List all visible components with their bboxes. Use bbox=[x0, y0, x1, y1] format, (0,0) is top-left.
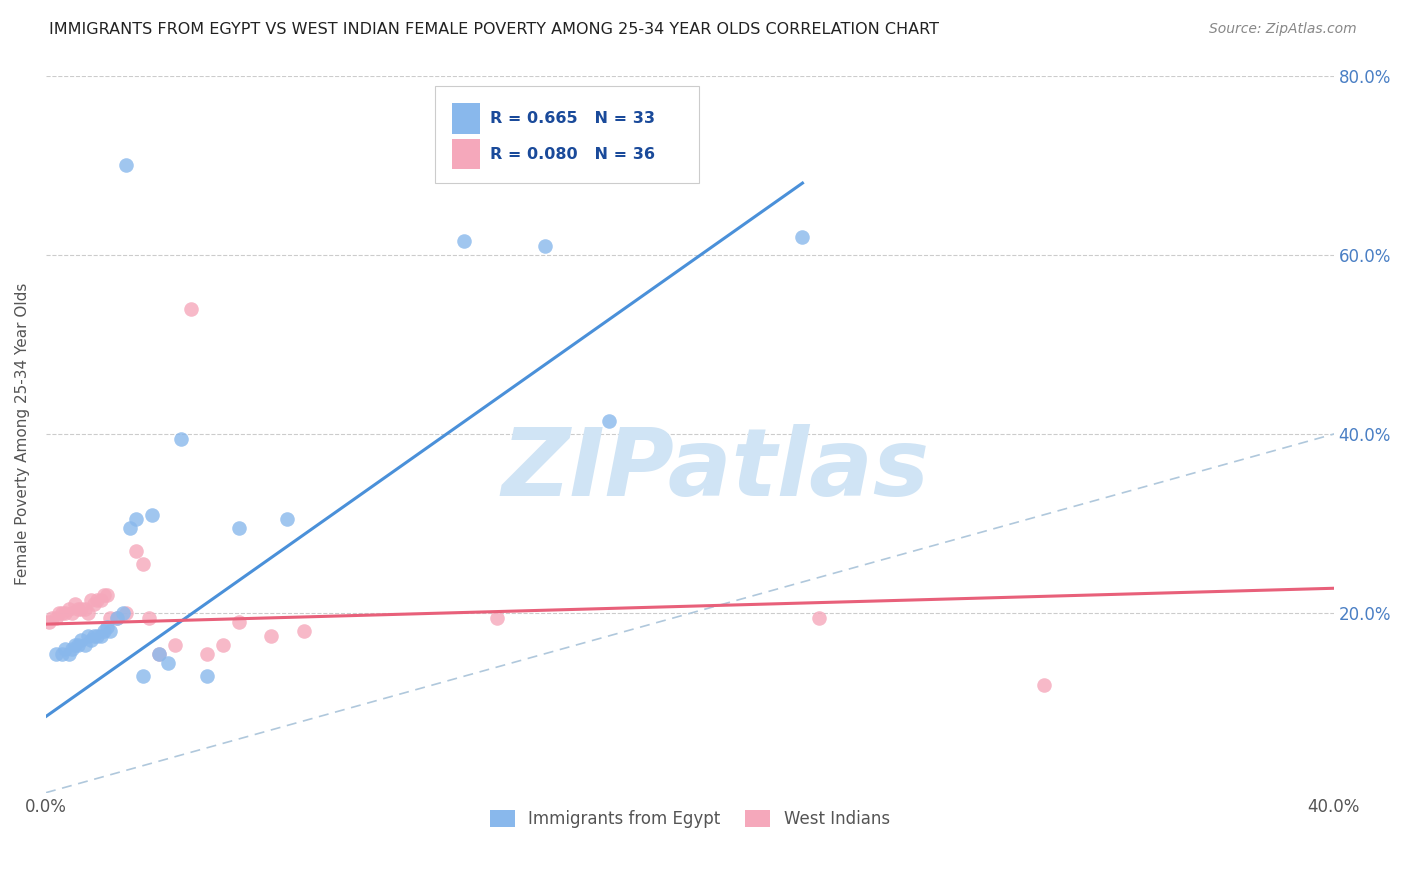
Point bbox=[105, 611, 128, 625]
Point bbox=[41, 611, 63, 625]
Point bbox=[118, 521, 141, 535]
Point bbox=[45, 647, 67, 661]
Point bbox=[93, 589, 115, 603]
Point bbox=[212, 638, 235, 652]
Point bbox=[73, 602, 96, 616]
Point bbox=[90, 593, 112, 607]
Point bbox=[170, 432, 193, 446]
Point bbox=[48, 607, 70, 621]
Point bbox=[96, 620, 118, 634]
Point bbox=[51, 607, 73, 621]
Text: Source: ZipAtlas.com: Source: ZipAtlas.com bbox=[1209, 22, 1357, 37]
Point bbox=[125, 543, 148, 558]
Point bbox=[80, 633, 103, 648]
Point bbox=[67, 602, 90, 616]
Point bbox=[63, 598, 86, 612]
Point bbox=[141, 508, 163, 522]
Point bbox=[125, 512, 148, 526]
Point bbox=[148, 647, 170, 661]
Point bbox=[292, 624, 315, 639]
Point bbox=[90, 629, 112, 643]
Point bbox=[131, 669, 153, 683]
Point bbox=[131, 557, 153, 571]
Point bbox=[96, 589, 118, 603]
Point bbox=[598, 414, 620, 428]
Point bbox=[115, 158, 138, 172]
Point bbox=[67, 638, 90, 652]
Point bbox=[260, 629, 283, 643]
Point bbox=[453, 235, 475, 249]
Bar bbox=[451, 103, 479, 134]
Point bbox=[105, 611, 128, 625]
Point bbox=[70, 633, 93, 648]
Point bbox=[534, 239, 557, 253]
Y-axis label: Female Poverty Among 25-34 Year Olds: Female Poverty Among 25-34 Year Olds bbox=[15, 283, 30, 585]
Point bbox=[83, 598, 105, 612]
Point bbox=[51, 647, 73, 661]
Point bbox=[138, 611, 160, 625]
Text: ZIPatlas: ZIPatlas bbox=[502, 424, 929, 516]
Point bbox=[70, 602, 93, 616]
Point bbox=[115, 607, 138, 621]
Point bbox=[58, 602, 80, 616]
Point bbox=[163, 638, 186, 652]
Point bbox=[60, 642, 83, 657]
Point bbox=[195, 669, 218, 683]
Point bbox=[60, 607, 83, 621]
Legend: Immigrants from Egypt, West Indians: Immigrants from Egypt, West Indians bbox=[484, 803, 897, 835]
Text: R = 0.665   N = 33: R = 0.665 N = 33 bbox=[491, 111, 655, 126]
Point bbox=[485, 611, 508, 625]
Bar bbox=[451, 139, 479, 169]
Text: IMMIGRANTS FROM EGYPT VS WEST INDIAN FEMALE POVERTY AMONG 25-34 YEAR OLDS CORREL: IMMIGRANTS FROM EGYPT VS WEST INDIAN FEM… bbox=[49, 22, 939, 37]
Point bbox=[86, 629, 108, 643]
Point bbox=[73, 638, 96, 652]
Point bbox=[807, 611, 830, 625]
Point bbox=[228, 521, 250, 535]
Point bbox=[38, 615, 60, 630]
Point bbox=[80, 593, 103, 607]
Point bbox=[58, 647, 80, 661]
Point bbox=[86, 593, 108, 607]
Point bbox=[180, 301, 202, 316]
Point bbox=[148, 647, 170, 661]
Point bbox=[228, 615, 250, 630]
Point bbox=[63, 638, 86, 652]
Point bbox=[276, 512, 298, 526]
Point bbox=[53, 607, 76, 621]
Point bbox=[98, 611, 121, 625]
Point bbox=[93, 624, 115, 639]
Point bbox=[195, 647, 218, 661]
Point bbox=[1032, 678, 1054, 692]
Point bbox=[45, 611, 67, 625]
Point bbox=[792, 230, 814, 244]
Point bbox=[53, 642, 76, 657]
Text: R = 0.080   N = 36: R = 0.080 N = 36 bbox=[491, 147, 655, 162]
Point bbox=[76, 629, 98, 643]
Point bbox=[112, 607, 135, 621]
Point bbox=[76, 607, 98, 621]
FancyBboxPatch shape bbox=[434, 87, 699, 183]
Point bbox=[157, 656, 180, 670]
Point bbox=[83, 629, 105, 643]
Point bbox=[98, 624, 121, 639]
